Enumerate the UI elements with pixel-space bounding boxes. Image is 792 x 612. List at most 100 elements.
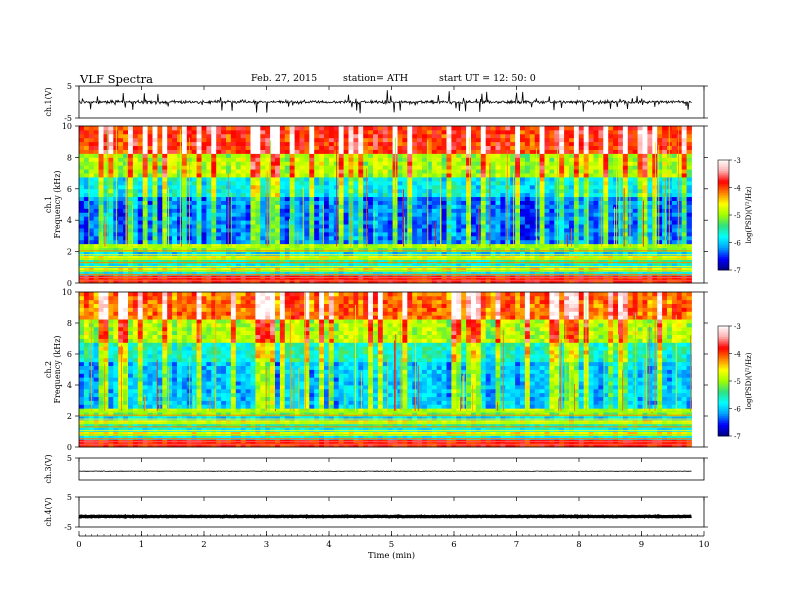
spectrogram-cell [632,263,638,268]
spectrogram-cell [221,188,227,194]
spectrogram-cell [221,251,227,256]
spectrogram-cell [387,224,393,229]
spectrogram-cell [353,267,359,272]
spectrogram-cell [348,133,354,139]
spectrogram-cell [662,129,668,135]
spectrogram-cell [632,141,638,147]
spectrogram-cell [353,224,359,229]
spectrogram-cell [613,271,619,276]
spectrogram-cell [226,216,232,221]
spectrogram-cell [622,228,629,233]
spectrogram-cell [485,161,491,166]
spectrogram-cell [426,133,433,139]
spectrogram-cell [426,184,433,190]
spectrogram-cell [235,208,242,213]
spectrogram-cell [368,149,374,154]
spectrogram-cell [466,129,472,135]
spectrogram-cell [314,129,320,135]
spectrogram-cell [632,161,638,166]
spectrogram-cell [206,141,212,147]
spectrogram-cell [128,137,134,143]
spectrogram-cell [211,235,217,241]
spectrogram-cell [245,149,251,154]
spectrogram-cell [510,173,516,178]
spectrogram-cell [103,263,109,268]
spectrogram-cell [309,208,315,213]
spectrogram-cell [392,271,398,276]
spectrogram-cell [480,212,487,217]
spectrogram-cell [93,153,99,158]
spectrogram-cell [309,279,315,284]
spectrogram-cell [98,271,104,276]
spectrogram-cell [466,157,472,162]
spectrogram-cell [206,212,212,217]
spectrogram-cell [373,149,379,154]
spectrogram-cell [422,129,428,135]
spectrogram-cell [657,192,663,198]
spectrogram-cell [343,204,349,209]
spectrogram-cell [93,279,99,284]
spectrogram-cell [98,126,104,131]
spectrogram-cell [456,216,462,221]
spectrogram-cell [270,200,276,205]
spectrogram-cell [260,165,266,170]
spectrogram-cell [573,251,580,256]
spectrogram-cell [309,263,315,268]
spectrogram-cell [451,153,457,158]
spectrogram-cell [642,141,648,147]
spectrogram-cell [319,126,325,131]
spectrogram-cell [627,141,634,147]
spectrogram-cell [588,267,594,272]
spectrogram-cell [588,208,594,213]
spectrogram-cell [559,224,565,229]
spectrogram-cell [103,196,109,201]
spectrogram-cell [328,231,335,237]
spectrogram-cell [324,231,330,237]
spectrogram-cell [524,267,531,272]
spectrogram-cell [373,208,379,213]
spectrogram-cell [583,212,589,217]
spectrogram-cell [387,157,393,162]
spectrogram-cell [275,126,281,131]
spectrogram-cell [167,165,173,170]
spectrogram-cell [622,192,629,198]
spectrogram-cell [319,188,325,194]
spectrogram-cell [632,279,638,284]
spectrogram-cell [172,157,178,162]
spectrogram-cell [588,204,594,209]
spectrogram-cell [377,271,384,276]
spectrogram-cell [510,126,516,131]
spectrogram-cell [642,263,648,268]
spectrogram-cell [245,129,251,135]
spectrogram-cell [524,165,531,170]
spectrogram-cell [647,180,653,186]
spectrogram-cell [642,173,648,178]
spectrogram-cell [216,145,222,150]
spectrogram-cell [79,267,85,272]
spectrogram-cell [461,247,467,253]
spectrogram-cell [353,220,359,225]
spectrogram-cell [260,141,266,147]
spectrogram-cell [520,279,526,284]
spectrogram-cell [79,224,85,229]
spectrogram-cell [637,157,643,162]
spectrogram-cell [387,235,393,241]
spectrogram-cell [495,271,501,276]
spectrogram-cell [451,169,457,174]
spectrogram-cell [250,224,256,229]
spectrogram-cell [118,212,124,217]
spectrogram-cell [226,192,232,198]
spectrogram-cell [177,169,183,174]
spectrogram-cell [270,212,276,217]
spectrogram-cell [667,173,673,178]
spectrogram-cell [299,133,305,139]
spectrogram-cell [235,235,242,241]
spectrogram-cell [240,180,246,186]
spectrogram-cell [431,239,438,245]
spectrogram-cell [377,145,384,150]
spectrogram-cell [358,192,364,198]
spectrogram-cell [676,220,683,225]
spectrogram-cell [529,212,536,217]
spectrogram-cell [245,153,251,158]
spectrogram-cell [451,224,457,229]
